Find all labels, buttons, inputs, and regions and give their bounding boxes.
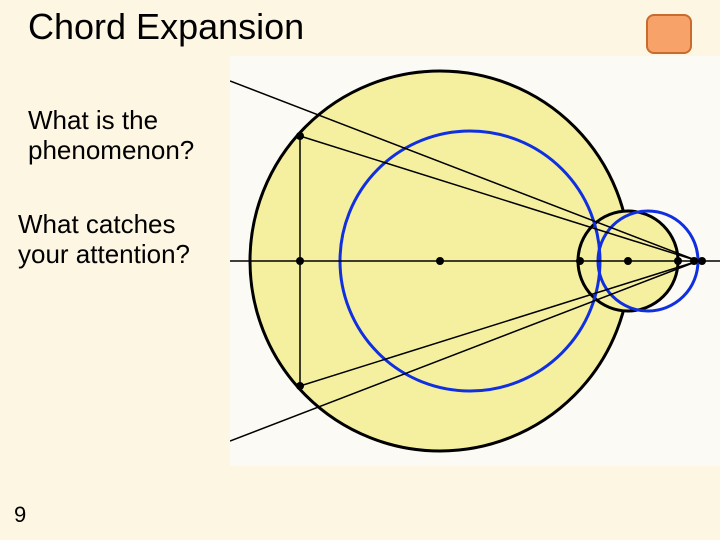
question-1: What is thephenomenon?	[28, 106, 194, 166]
slide-title: Chord Expansion	[28, 6, 304, 48]
page-number: 9	[14, 502, 26, 528]
question-2: What catchesyour attention?	[18, 210, 190, 270]
chord-expansion-diagram	[230, 56, 720, 466]
corner-accent-box	[646, 14, 692, 54]
